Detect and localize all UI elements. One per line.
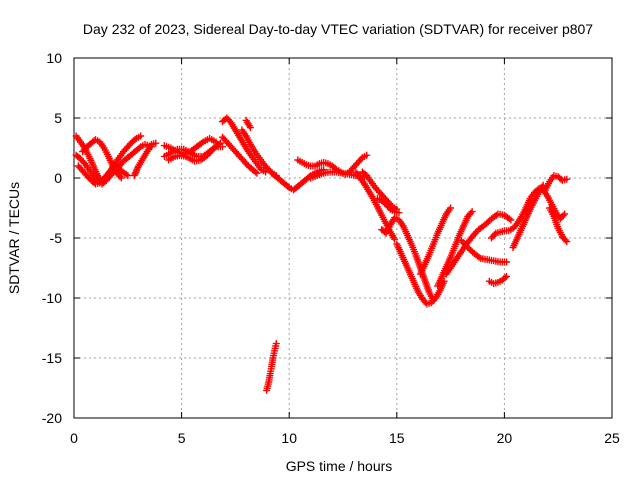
y-tick-label: -10	[42, 290, 62, 306]
data-point	[216, 139, 224, 147]
data-point	[331, 164, 339, 172]
data-point	[131, 136, 139, 144]
data-point	[492, 211, 500, 219]
x-tick-label: 20	[497, 430, 513, 446]
series-arc-p	[352, 168, 399, 243]
data-point	[198, 139, 206, 147]
data-point	[253, 169, 261, 177]
data-point	[132, 167, 140, 175]
data-point	[246, 124, 254, 132]
series-arc-x	[457, 236, 511, 266]
data-point	[503, 272, 511, 280]
data-point	[363, 151, 371, 159]
series-arc-z	[487, 185, 569, 242]
data-point	[501, 274, 509, 282]
data-point	[391, 235, 399, 243]
data-point	[467, 209, 475, 217]
y-tick-label: 10	[46, 50, 62, 66]
tick-labels: 0 5 10 15 20 25 -20 -15 -10 -5 0 5 10	[42, 50, 620, 446]
y-tick-label: 0	[54, 170, 62, 186]
data-point	[559, 212, 567, 220]
series-arc-u	[416, 204, 455, 278]
data-point	[385, 204, 393, 212]
y-tick-label: -5	[50, 230, 63, 246]
data-point	[131, 170, 139, 178]
y-tick-label: -20	[42, 410, 62, 426]
series-arc-ab	[541, 172, 571, 194]
x-tick-label: 0	[70, 430, 78, 446]
data-point	[507, 216, 515, 224]
x-tick-label: 10	[281, 430, 297, 446]
series-arc-r	[373, 194, 403, 217]
data-point	[117, 174, 125, 182]
data-point	[132, 168, 140, 176]
data-point	[215, 140, 223, 148]
data-point	[503, 258, 511, 266]
x-tick-label: 25	[604, 430, 620, 446]
series-arc-k	[238, 126, 280, 180]
data-point	[468, 208, 476, 216]
data-point	[152, 139, 160, 147]
data-point	[357, 155, 365, 163]
series-arc-h	[165, 139, 224, 165]
y-tick-label: -15	[42, 350, 62, 366]
data-point	[561, 236, 569, 244]
plot-frame	[73, 57, 613, 419]
series-arc-y	[485, 272, 511, 288]
data-point	[447, 204, 455, 212]
data-point	[133, 165, 141, 173]
series-arc-t	[393, 240, 448, 308]
series-arc-j	[218, 133, 261, 177]
data-point	[135, 144, 143, 152]
data-point	[284, 182, 292, 190]
data-point	[563, 175, 571, 183]
series-arc-w	[442, 210, 515, 278]
data-point	[130, 172, 138, 180]
data-point	[116, 172, 124, 180]
data-point	[251, 168, 259, 176]
y-axis-label: SDTVAR / TECUs	[6, 182, 22, 294]
series-arc-l	[242, 116, 254, 132]
series-arc-d	[79, 136, 125, 182]
data-point	[475, 253, 483, 261]
data-series	[72, 114, 571, 394]
chart-title: Day 232 of 2023, Sidereal Day-to-day VTE…	[83, 21, 593, 37]
series-arc-v	[434, 208, 476, 290]
data-point	[272, 340, 280, 348]
data-point	[395, 209, 403, 217]
y-tick-label: 5	[54, 110, 62, 126]
series-arc-e	[130, 139, 160, 180]
data-point	[505, 215, 513, 223]
data-point	[218, 143, 226, 151]
series-arc-ad	[263, 340, 280, 394]
series-arc-i	[218, 114, 270, 176]
data-point	[79, 158, 87, 166]
x-axis-label: GPS time / hours	[286, 458, 393, 474]
data-point	[561, 210, 569, 218]
x-tick-label: 5	[178, 430, 186, 446]
x-tick-label: 15	[389, 430, 405, 446]
data-point	[124, 172, 132, 180]
series-arc-ac	[546, 204, 571, 246]
data-point	[122, 170, 130, 178]
data-point	[563, 238, 571, 246]
data-point	[137, 132, 145, 140]
data-point	[490, 231, 498, 239]
